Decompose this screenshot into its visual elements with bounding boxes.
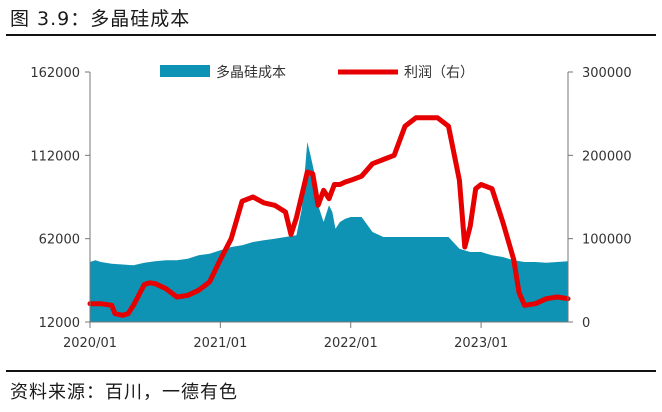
figure-title: 图 3.9：多晶硅成本: [10, 8, 191, 30]
x-axis-tick-label: 2021/01: [193, 336, 247, 351]
left-axis-tick-label: 162000: [30, 66, 80, 81]
left-axis-tick-label: 62000: [39, 233, 80, 248]
right-axis-tick-label: 0: [582, 316, 590, 331]
right-axis-tick-label: 300000: [582, 66, 632, 81]
legend-swatch-cost: [160, 65, 210, 77]
bottom-rule: [6, 370, 656, 372]
right-axis-tick-label: 200000: [582, 149, 632, 164]
legend-label-cost: 多晶硅成本: [216, 64, 286, 81]
x-axis-tick-label: 2020/01: [63, 336, 117, 351]
cost-area-series: [90, 142, 568, 322]
left-axis-tick-label: 12000: [39, 316, 80, 331]
legend-label-profit: 利润（右）: [404, 65, 474, 81]
left-axis-tick-label: 112000: [30, 149, 80, 164]
top-rule: [6, 34, 656, 36]
x-axis-tick-label: 2022/01: [324, 336, 378, 351]
x-axis-tick-label: 2023/01: [454, 336, 508, 351]
source-note: 资料来源：百川，一德有色: [10, 382, 238, 403]
profit-line-series: [87, 115, 571, 318]
right-axis-tick-label: 100000: [582, 233, 632, 248]
axes: 162000 112000 62000 12000 300000 200000 100000…: [30, 66, 631, 351]
legend: 多晶硅成本 利润（右）: [160, 64, 474, 81]
